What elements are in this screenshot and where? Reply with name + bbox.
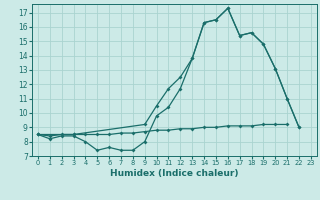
- X-axis label: Humidex (Indice chaleur): Humidex (Indice chaleur): [110, 169, 239, 178]
